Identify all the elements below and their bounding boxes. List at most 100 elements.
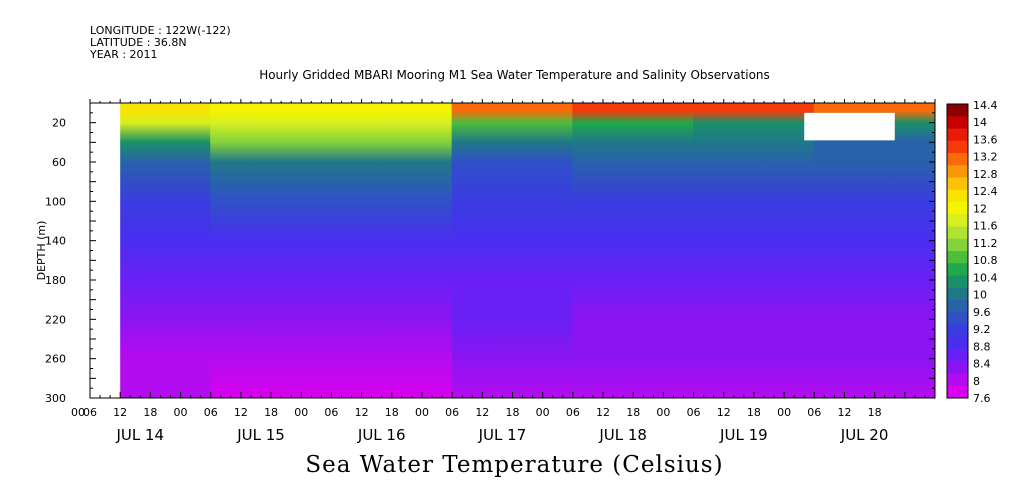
- colorbar-label: 10.4: [973, 271, 998, 284]
- variable-label: Sea Water Temperature (Celsius): [305, 452, 724, 478]
- colorbar-swatch: [947, 189, 968, 203]
- missing-data-region: [90, 103, 121, 398]
- colorbar-label: 14.4: [973, 99, 998, 112]
- x-hour-label: 12: [113, 406, 127, 419]
- x-hour-label: 00: [174, 406, 188, 419]
- colorbar-label: 8.8: [973, 340, 991, 353]
- colorbar-label: 11.2: [973, 237, 998, 250]
- x-day-label: JUL 17: [478, 426, 527, 444]
- colorbar-swatch: [947, 251, 968, 264]
- x-hour-label: 00: [415, 406, 429, 419]
- colorbar-swatch: [947, 287, 968, 301]
- temperature-column: [813, 103, 936, 398]
- temperature-column: [210, 103, 332, 398]
- x-day-label: JUL 20: [840, 426, 889, 444]
- colorbar-swatch: [947, 349, 968, 362]
- colorbar-label: 10.8: [973, 254, 998, 267]
- x-hour-label: 18: [747, 406, 761, 419]
- x-hour-label: 00: [777, 406, 791, 419]
- colorbar-swatch: [947, 202, 968, 215]
- x-hour-label: 06: [807, 406, 821, 419]
- x-hour-label: 12: [596, 406, 610, 419]
- x-hour-label: 18: [868, 406, 882, 419]
- y-tick-label: 220: [45, 313, 66, 326]
- x-hour-label: 12: [717, 406, 731, 419]
- colorbar-swatch: [947, 226, 968, 240]
- x-hour-label: 18: [385, 406, 399, 419]
- x-day-label: JUL 14: [115, 426, 164, 444]
- colorbar-swatch: [947, 373, 968, 387]
- colorbar-frame: [946, 103, 969, 399]
- x-hour-label: 06: [324, 406, 338, 419]
- y-tick-label: 60: [52, 156, 66, 169]
- x-hour-label: 12: [837, 406, 851, 419]
- x-day-label: JUL 15: [236, 426, 285, 444]
- plot-area: [89, 103, 936, 398]
- x-hour-label: 00: [536, 406, 550, 419]
- colorbar-swatch: [947, 214, 968, 227]
- colorbar-label: 7.6: [973, 392, 991, 405]
- temperature-column: [572, 103, 695, 398]
- colorbar-label: 14: [973, 116, 987, 129]
- colorbar-label: 12: [973, 202, 987, 215]
- latitude-label: LATITUDE : 36.8N: [90, 36, 187, 49]
- y-tick-label: 180: [45, 274, 66, 287]
- year-label: YEAR : 2011: [90, 48, 158, 61]
- colorbar-label: 13.2: [973, 151, 998, 164]
- colorbar-swatch: [947, 165, 968, 178]
- y-tick-label: 260: [45, 353, 66, 366]
- y-tick-label: 300: [45, 392, 66, 405]
- y-tick-label: 140: [45, 235, 66, 248]
- colorbar-swatch: [947, 324, 968, 338]
- temperature-column: [693, 103, 815, 398]
- x-day-label: JUL 16: [357, 426, 406, 444]
- colorbar-label: 8.4: [973, 358, 991, 371]
- x-hour-label: 12: [355, 406, 369, 419]
- colorbar-label: 13.6: [973, 133, 998, 146]
- colorbar-swatch: [947, 300, 968, 313]
- temperature-column: [330, 103, 453, 398]
- colorbar-swatch: [947, 153, 968, 166]
- x-day-label: JUL 19: [719, 426, 768, 444]
- colorbar-label: 9.2: [973, 323, 991, 336]
- x-hour-label: 18: [143, 406, 157, 419]
- colorbar-swatch: [947, 116, 968, 129]
- colorbar-swatch: [947, 275, 968, 289]
- x-hour-label: 06: [83, 406, 97, 419]
- x-hour-label: 12: [475, 406, 489, 419]
- x-hour-label: 12: [234, 406, 248, 419]
- x-hour-label: 18: [626, 406, 640, 419]
- colorbar-label: 12.8: [973, 168, 998, 181]
- x-hour-label: 00: [294, 406, 308, 419]
- missing-data-region: [804, 112, 895, 141]
- colorbar-label: 10: [973, 289, 987, 302]
- colorbar-label: 9.6: [973, 306, 991, 319]
- y-tick-label: 20: [52, 117, 66, 130]
- x-hour-label: 06: [204, 406, 218, 419]
- x-hour-label: 06: [687, 406, 701, 419]
- x-hour-label: 18: [264, 406, 278, 419]
- x-hour-label: 06: [445, 406, 459, 419]
- colorbar-swatch: [947, 361, 968, 374]
- x-hour-label: 00: [656, 406, 670, 419]
- colorbar-swatch: [947, 238, 968, 252]
- y-axis-label: DEPTH (m): [35, 221, 48, 281]
- colorbar-swatch: [947, 312, 968, 325]
- chart-title: Hourly Gridded MBARI Mooring M1 Sea Wate…: [259, 68, 770, 82]
- colorbar-swatch: [947, 140, 968, 154]
- colorbar-swatch: [947, 104, 968, 117]
- colorbar: 14.4 14 13.6 13.2 12.8 12.4 12 11.6 11.2 10.8 10.4…: [946, 99, 998, 405]
- colorbar-swatch: [947, 263, 968, 276]
- y-tick-label: 100: [45, 195, 66, 208]
- colorbar-label: 11.6: [973, 220, 998, 233]
- colorbar-swatch: [947, 128, 968, 142]
- colorbar-swatch: [947, 336, 968, 350]
- x-hour-label: 00: [71, 406, 85, 419]
- colorbar-label: 12.4: [973, 185, 998, 198]
- x-day-label: JUL 18: [598, 426, 647, 444]
- longitude-label: LONGITUDE : 122W(-122): [90, 24, 231, 37]
- colorbar-label: 8: [973, 375, 980, 388]
- colorbar-swatch: [947, 385, 968, 399]
